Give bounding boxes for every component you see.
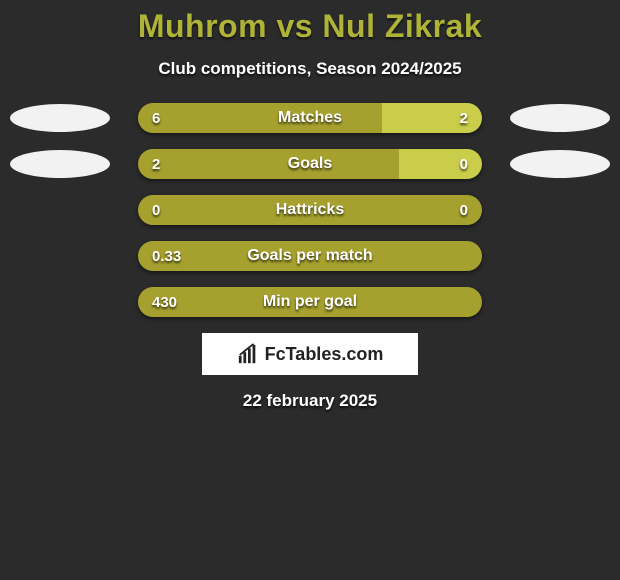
stat-bar-right-fill: [399, 149, 482, 179]
branding-badge: FcTables.com: [202, 333, 418, 375]
comparison-row: Goals20: [0, 149, 620, 179]
stat-bar: Goals20: [138, 149, 482, 179]
stat-bar: Min per goal430: [138, 287, 482, 317]
stat-bar-left-fill: [138, 287, 482, 317]
date-label: 22 february 2025: [0, 391, 620, 411]
comparison-row: Matches62: [0, 103, 620, 133]
stat-bar: Goals per match0.33: [138, 241, 482, 271]
player-left-icon: [10, 104, 110, 132]
comparison-infographic: Muhrom vs Nul Zikrak Club competitions, …: [0, 0, 620, 411]
player-left-icon: [10, 150, 110, 178]
stat-bar-left-fill: [138, 195, 482, 225]
comparison-rows: Matches62 Goals20 Hattricks00 Goals per mat…: [0, 103, 620, 317]
chart-icon: [237, 343, 259, 365]
page-title: Muhrom vs Nul Zikrak: [0, 8, 620, 45]
stat-bar-left-fill: [138, 241, 482, 271]
comparison-row: Min per goal430: [0, 287, 620, 317]
comparison-row: Hattricks00: [0, 195, 620, 225]
subtitle: Club competitions, Season 2024/2025: [0, 59, 620, 79]
stat-bar: Matches62: [138, 103, 482, 133]
branding-text: FcTables.com: [265, 344, 384, 365]
stat-bar-right-fill: [382, 103, 482, 133]
comparison-row: Goals per match0.33: [0, 241, 620, 271]
stat-bar-left-fill: [138, 149, 399, 179]
stat-bar: Hattricks00: [138, 195, 482, 225]
stat-bar-left-fill: [138, 103, 382, 133]
player-right-icon: [510, 104, 610, 132]
player-right-icon: [510, 150, 610, 178]
